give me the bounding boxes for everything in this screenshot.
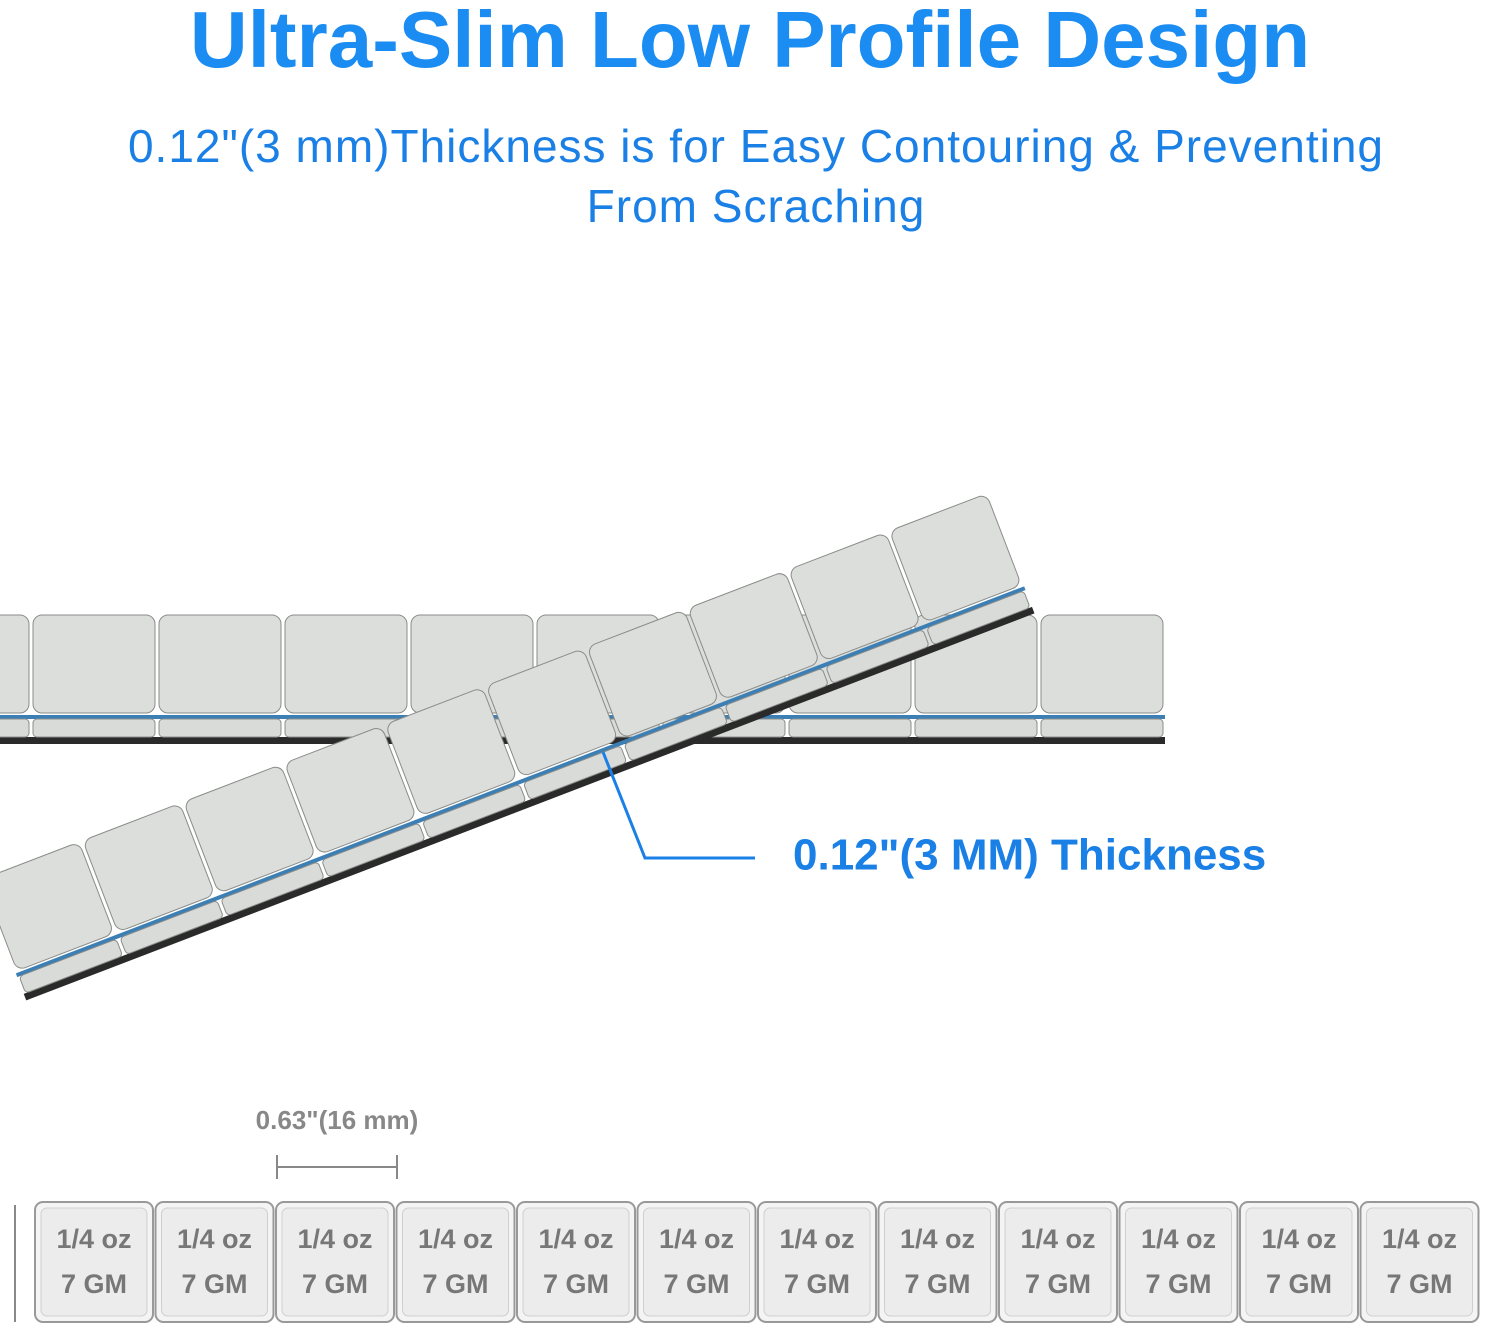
product-photo xyxy=(0,495,1165,1001)
tile-inner xyxy=(161,1207,268,1317)
tile-weight: 1/4 oz xyxy=(56,1224,131,1254)
weight-lower xyxy=(788,718,912,738)
tile-weight: 1/4 oz xyxy=(177,1224,252,1254)
weight-lower xyxy=(826,630,929,683)
weight-upper xyxy=(1040,614,1164,714)
weight-lower xyxy=(19,939,123,993)
tile-weight: 1/4 oz xyxy=(900,1224,975,1254)
tile-grams: 7 GM xyxy=(302,1269,368,1299)
weight-lower xyxy=(624,707,727,761)
subtitle: From Scraching xyxy=(587,180,926,232)
weight-upper xyxy=(158,614,282,714)
weight-upper xyxy=(284,614,408,714)
tile-weight: 1/4 oz xyxy=(779,1224,854,1254)
weight-lower xyxy=(725,668,828,722)
tile-row: 1/4 oz 7 GM 1/4 oz 7 GM 1/4 oz 7 GM 1/4 oz 7 GM… xyxy=(34,1201,1480,1323)
weight-upper xyxy=(185,766,314,892)
dimension-line xyxy=(14,1155,398,1322)
backing xyxy=(23,606,1035,1001)
weight-upper xyxy=(286,728,415,853)
tile-inner xyxy=(40,1207,148,1317)
tile-inner xyxy=(884,1207,991,1317)
strip xyxy=(0,495,1035,1001)
tile-grams: 7 GM xyxy=(1025,1269,1091,1299)
callout-line xyxy=(601,751,755,860)
weight-upper xyxy=(0,844,112,969)
tile-inner xyxy=(643,1207,750,1317)
tile-inner xyxy=(1125,1207,1232,1317)
tile-weight: 1/4 oz xyxy=(1382,1224,1457,1254)
tile-weight: 1/4 oz xyxy=(1141,1224,1216,1254)
weight-upper xyxy=(84,805,213,930)
weight-upper xyxy=(891,495,1020,621)
dimension-label: 0.63"(16 mm) xyxy=(256,1105,419,1135)
tile-grams: 7 GM xyxy=(1386,1269,1452,1299)
weight-lower xyxy=(914,718,1038,738)
weight-lower xyxy=(423,784,526,838)
weight-upper xyxy=(32,614,156,714)
callout: 0.12"(3 MM) Thickness xyxy=(793,831,1266,880)
tile-weight: 1/4 oz xyxy=(297,1224,372,1254)
tile-grams: 7 GM xyxy=(784,1269,850,1299)
tile-weight: 1/4 oz xyxy=(538,1224,613,1254)
tile-grams: 7 GM xyxy=(663,1269,729,1299)
tile-inner xyxy=(1004,1207,1112,1317)
weight-upper xyxy=(387,689,516,814)
weight-lower xyxy=(322,823,425,877)
tile-grams: 7 GM xyxy=(61,1269,127,1299)
weight-lower xyxy=(927,591,1030,645)
weight-upper xyxy=(689,573,818,698)
tape xyxy=(15,586,1026,978)
tile-inner xyxy=(522,1207,630,1317)
tile-grams: 7 GM xyxy=(904,1269,970,1299)
weight-lower xyxy=(221,862,324,916)
weight-lower xyxy=(1040,718,1164,738)
tile-weight: 1/4 oz xyxy=(659,1224,734,1254)
weight-lower xyxy=(158,718,282,738)
tile-grams: 7 GM xyxy=(422,1269,488,1299)
weight-lower xyxy=(120,901,223,954)
tile-weight: 1/4 oz xyxy=(1020,1224,1095,1254)
tile-weight: 1/4 oz xyxy=(418,1224,493,1254)
tile-inner xyxy=(763,1207,871,1317)
weight-upper xyxy=(488,650,617,776)
tile-inner xyxy=(281,1207,389,1317)
tile-grams: 7 GM xyxy=(1266,1269,1332,1299)
tile-inner xyxy=(1245,1207,1353,1317)
tile-inner xyxy=(402,1207,509,1317)
tile-grams: 7 GM xyxy=(1145,1269,1211,1299)
tile-grams: 7 GM xyxy=(543,1269,609,1299)
weight-lower xyxy=(32,718,156,738)
weight-lower xyxy=(0,718,30,738)
tile-weight: 1/4 oz xyxy=(1261,1224,1336,1254)
weight-upper xyxy=(588,611,717,737)
weight-lower xyxy=(523,746,627,799)
tile-grams: 7 GM xyxy=(181,1269,247,1299)
weight-upper xyxy=(790,534,919,660)
title: Ultra-Slim Low Profile Design xyxy=(190,0,1310,84)
tile-inner xyxy=(1366,1207,1473,1317)
weight-upper xyxy=(0,614,30,714)
subtitle: 0.12"(3 mm)Thickness is for Easy Contour… xyxy=(128,120,1384,172)
